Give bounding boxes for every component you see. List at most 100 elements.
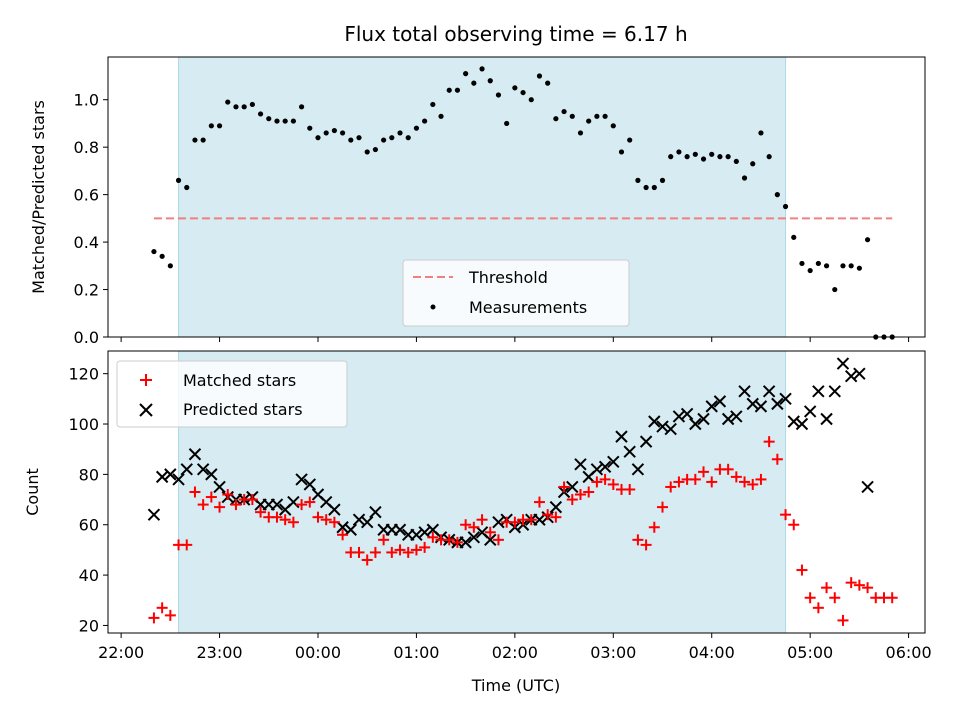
- matched-star-point: [583, 486, 595, 498]
- y-tick-label: 0.0: [74, 328, 99, 347]
- measurement-point: [586, 118, 592, 124]
- matched-star-point: [558, 481, 570, 493]
- predicted-star-point: [828, 385, 841, 398]
- legend-predicted-swatch: [139, 403, 153, 417]
- matched-star-point: [574, 489, 586, 501]
- predicted-star-point: [771, 397, 784, 411]
- matched-star-point: [148, 612, 160, 624]
- measurement-point: [323, 130, 329, 136]
- x-tick-label: 02:00: [492, 643, 538, 662]
- measurement-point: [799, 260, 805, 267]
- measurement-point: [536, 73, 543, 79]
- measurement-point: [659, 177, 666, 183]
- predicted-star-point: [205, 468, 218, 481]
- x-tick-label: 05:00: [787, 643, 833, 662]
- predicted-star-point: [484, 533, 497, 547]
- predicted-star-point: [295, 473, 308, 486]
- predicted-star-point: [352, 513, 366, 526]
- measurement-point: [471, 80, 477, 86]
- matched-star-point: [648, 521, 660, 533]
- measurement-point: [577, 130, 584, 136]
- predicted-star-point: [730, 410, 743, 423]
- y-tick-label: 0.8: [74, 138, 99, 157]
- matched-star-point: [328, 516, 340, 528]
- x-tick-label: 01:00: [393, 643, 439, 662]
- matched-star-point: [394, 544, 406, 556]
- predicted-star-point: [697, 412, 710, 426]
- measurement-point: [856, 265, 862, 271]
- matched-star-point: [886, 592, 898, 604]
- predicted-star-point: [713, 395, 727, 408]
- matched-star-point: [378, 534, 390, 546]
- predicted-star-point: [705, 400, 718, 413]
- matched-star-point: [796, 564, 808, 576]
- measurement-point: [216, 123, 223, 129]
- measurement-point: [758, 130, 764, 136]
- measurement-point: [848, 263, 854, 269]
- matched-star-point: [214, 501, 226, 513]
- predicted-star-point: [853, 367, 866, 380]
- matched-star-point: [509, 516, 521, 528]
- measurement-point: [184, 184, 190, 191]
- legend-threshold-label: Threshold: [468, 268, 548, 287]
- predicted-star-point: [861, 480, 874, 494]
- legend-matched-swatch: [140, 374, 152, 386]
- matched-star-point: [361, 554, 373, 566]
- predicted-star-point: [213, 480, 226, 494]
- predicted-star-point: [738, 385, 751, 398]
- matched-star-point: [829, 592, 841, 604]
- measurement-point: [668, 154, 674, 160]
- matched-star-point: [492, 534, 504, 546]
- matched-star-point: [222, 489, 234, 501]
- predicted-star-point: [836, 357, 850, 370]
- predicted-star-point: [648, 415, 661, 428]
- matched-star-point: [640, 539, 652, 551]
- predicted-star-point: [844, 369, 858, 383]
- x-tick-label: 06:00: [886, 643, 932, 662]
- matched-star-point: [156, 602, 168, 614]
- matched-star-point: [181, 539, 193, 551]
- matched-star-point: [837, 614, 849, 626]
- measurement-point: [512, 85, 518, 91]
- measurement-point: [257, 111, 264, 117]
- matched-star-point: [419, 541, 431, 553]
- measurement-point: [635, 177, 641, 183]
- matched-star-point: [304, 496, 316, 508]
- matched-star-point: [566, 494, 578, 506]
- measurement-point: [479, 66, 485, 72]
- measurement-point: [282, 118, 288, 124]
- legend-measurements-label: Measurements: [469, 298, 587, 317]
- predicted-star-point: [566, 480, 579, 494]
- predicted-star-point: [812, 385, 825, 398]
- matched-star-point: [410, 544, 422, 556]
- x-axis-label: Time (UTC): [471, 676, 560, 695]
- matched-star-point: [591, 476, 603, 488]
- measurement-point: [290, 118, 296, 124]
- matched-star-point: [788, 519, 800, 531]
- measurement-point: [840, 263, 846, 269]
- matched-star-point: [402, 546, 414, 558]
- matched-star-point: [353, 546, 365, 558]
- measurement-point: [750, 161, 756, 167]
- measurement-point: [274, 118, 280, 124]
- y-tick-label: 0.6: [74, 186, 99, 205]
- predicted-star-point: [549, 500, 563, 514]
- measurement-point: [504, 120, 510, 127]
- predicted-star-point: [369, 505, 382, 519]
- matched-star-point: [862, 582, 874, 594]
- matched-star-point: [460, 519, 472, 531]
- matched-star-point: [189, 486, 201, 498]
- y-tick-label: 80: [79, 465, 99, 484]
- matched-star-point: [550, 511, 562, 523]
- measurement-point: [725, 154, 731, 160]
- measurement-point: [602, 113, 608, 119]
- predicted-star-point: [172, 473, 185, 486]
- measurement-point: [241, 104, 247, 110]
- measurement-point: [741, 175, 748, 181]
- matched-star-point: [804, 592, 816, 604]
- predicted-star-point: [196, 463, 210, 476]
- measurement-point: [364, 149, 370, 155]
- top-legend: Threshold Measurements: [402, 259, 630, 327]
- matched-star-point: [197, 499, 209, 511]
